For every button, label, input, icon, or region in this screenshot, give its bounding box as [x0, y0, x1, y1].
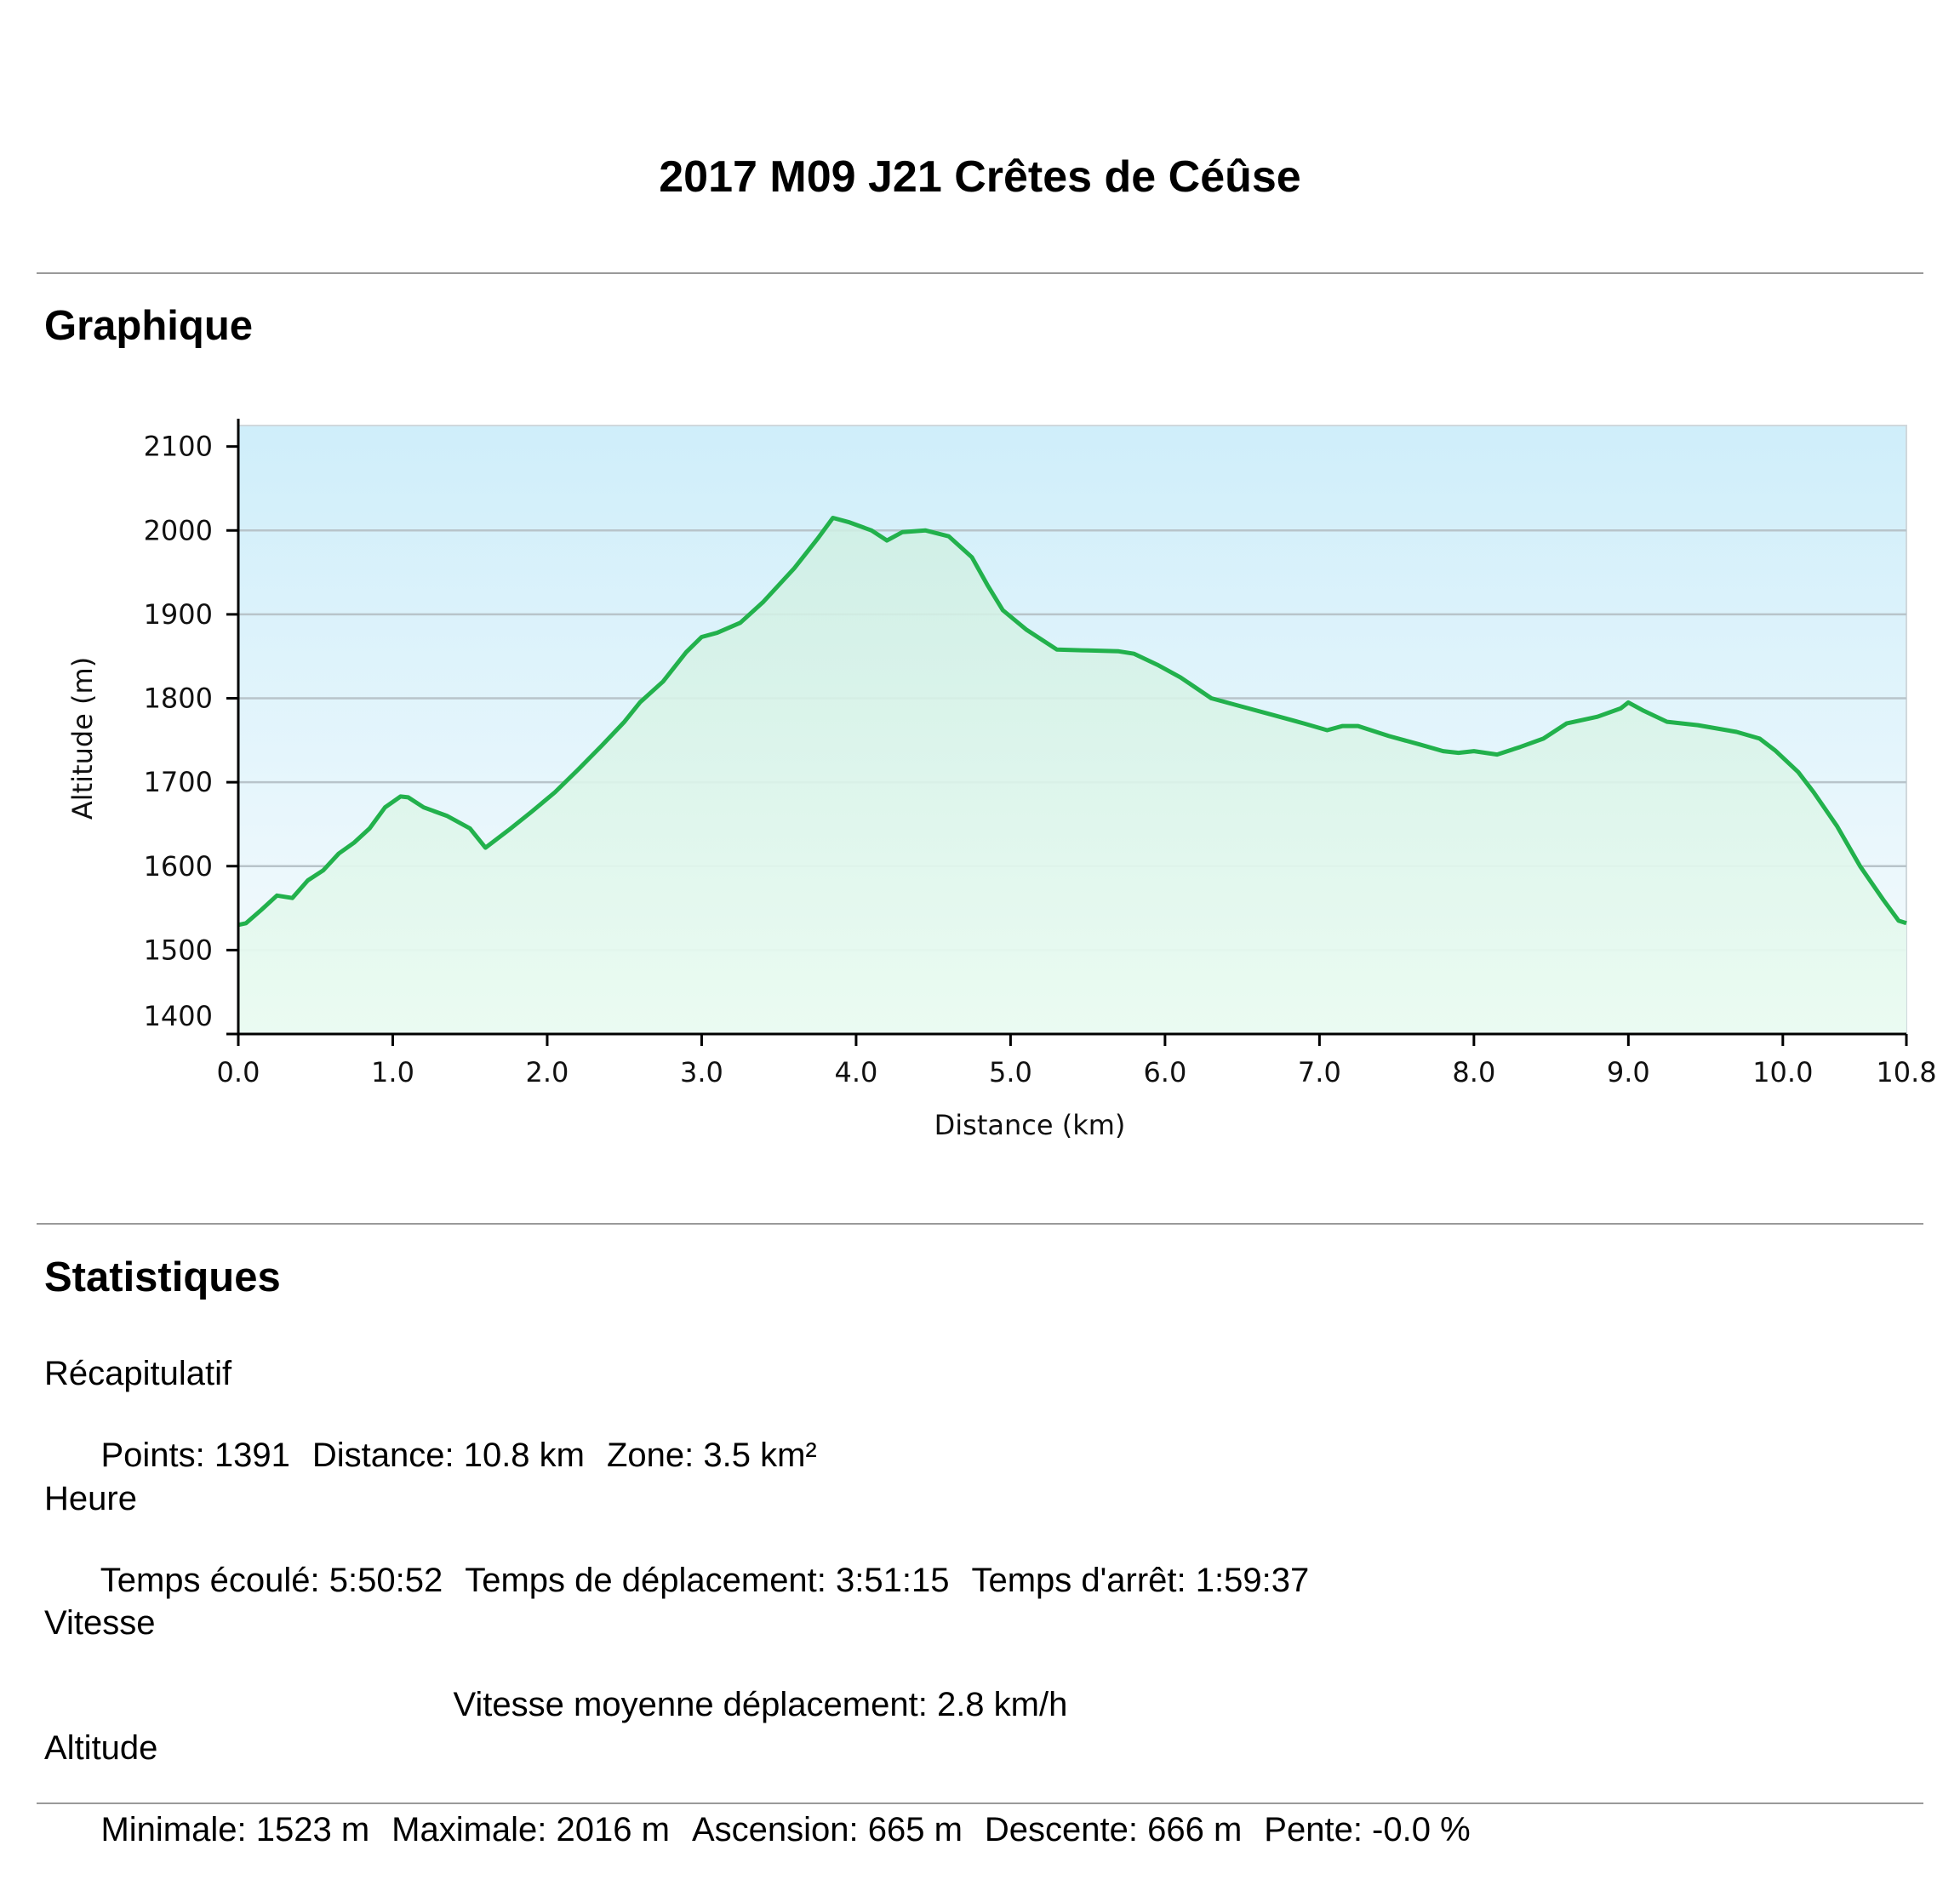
- stats-altitude: Altitude Minimale: 1523 m Maximale: 2016 …: [44, 1728, 1493, 1891]
- stat-stopped-time: Temps d'arrêt: 1:59:37: [971, 1562, 1310, 1599]
- y-tick-label: 1800: [144, 683, 213, 715]
- graph-section-title: Graphique: [44, 303, 254, 349]
- y-tick-label: 1600: [144, 850, 213, 883]
- y-axis-label: Altitude (m): [66, 657, 99, 820]
- stats-summary: Récapitulatif Points: 1391 Distance: 10.8…: [44, 1353, 839, 1517]
- stats-speed: Vitesse Vitesse moyenne déplacement: 2.8…: [44, 1602, 1089, 1766]
- elevation-area: [238, 517, 1906, 1034]
- x-tick-label: 6.0: [1143, 1056, 1186, 1088]
- y-tick-label: 2000: [144, 514, 213, 546]
- stat-points: Points: 1391: [100, 1437, 290, 1474]
- stats-section-title: Statistiques: [44, 1254, 281, 1300]
- y-tick-label: 1700: [144, 766, 213, 798]
- x-tick-label: 7.0: [1298, 1056, 1341, 1088]
- y-tick-label: 1500: [144, 934, 213, 966]
- stat-distance: Distance: 10.8 km: [311, 1437, 585, 1474]
- x-tick-label: 3.0: [680, 1056, 723, 1088]
- x-axis-label: Distance (km): [934, 1109, 1126, 1141]
- stat-moving-time: Temps de déplacement: 3:51:15: [465, 1562, 950, 1599]
- divider: [37, 1223, 1923, 1225]
- x-tick-label: 5.0: [989, 1056, 1032, 1088]
- elevation-line: [237, 516, 1907, 928]
- stat-elapsed: Temps écoulé: 5:50:52: [100, 1562, 443, 1599]
- y-tick-label: 2100: [144, 431, 213, 463]
- x-tick-label: 10.8: [1876, 1056, 1936, 1088]
- stats-time-label: Heure: [44, 1480, 137, 1517]
- stat-moving-speed: Vitesse moyenne déplacement: 2.8 km/h: [453, 1686, 1068, 1723]
- x-tick-label: 0.0: [217, 1056, 260, 1088]
- divider: [37, 272, 1923, 274]
- stats-altitude-label: Altitude: [44, 1729, 158, 1767]
- x-tick-label: 10.0: [1752, 1056, 1813, 1088]
- page-title: 2017 M09 J21 Crêtes de Céûse: [659, 152, 1301, 202]
- divider: [37, 1802, 1923, 1804]
- stat-max-altitude: Maximale: 2016 m: [391, 1811, 670, 1848]
- stat-min-altitude: Minimale: 1523 m: [100, 1811, 370, 1848]
- x-tick-label: 2.0: [526, 1056, 569, 1088]
- x-tick-label: 8.0: [1452, 1056, 1495, 1088]
- y-tick-label: 1400: [144, 1000, 213, 1032]
- x-tick-label: 4.0: [834, 1056, 877, 1088]
- stat-ascent: Ascension: 665 m: [691, 1811, 963, 1848]
- stats-time: Heure Temps écoulé: 5:50:52 Temps de dépl…: [44, 1478, 1331, 1642]
- stats-speed-label: Vitesse: [44, 1604, 156, 1642]
- x-tick-label: 1.0: [371, 1056, 414, 1088]
- y-tick-label: 1900: [144, 598, 213, 631]
- x-tick-label: 9.0: [1607, 1056, 1650, 1088]
- stat-slope: Pente: -0.0 %: [1264, 1811, 1471, 1848]
- stats-summary-label: Récapitulatif: [44, 1355, 232, 1392]
- stat-descent: Descente: 666 m: [984, 1811, 1243, 1848]
- stat-zone: Zone: 3.5 km²: [606, 1437, 817, 1474]
